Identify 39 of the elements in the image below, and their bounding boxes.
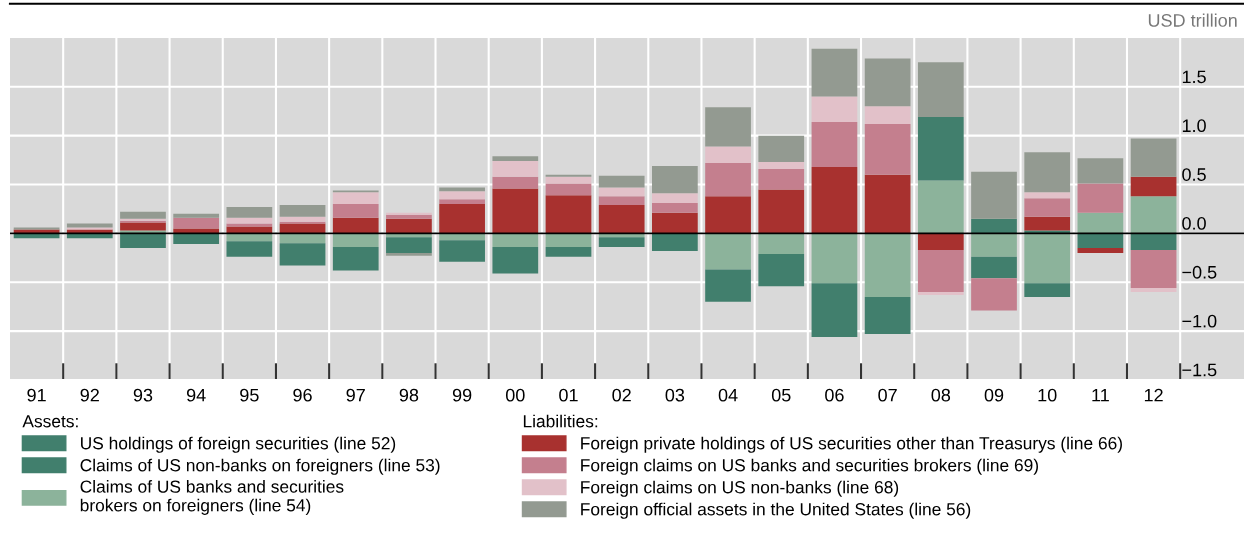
x-tick-label: 12 (1144, 388, 1163, 402)
x-tick-label: 10 (1038, 388, 1057, 402)
y-tick-label: 0.5 (1182, 168, 1206, 181)
y-tick-label: 0.0 (1182, 217, 1206, 230)
legend-label: Foreign private holdings of US securities other than Treasurys (line 66) (581, 436, 1122, 453)
y-tick-label: 1.0 (1182, 119, 1206, 133)
x-tick-label: 02 (612, 388, 631, 402)
y-tick-label: −0.5 (1182, 265, 1217, 279)
y-tick-label: −1.5 (1182, 363, 1217, 377)
x-tick-label: 09 (984, 388, 1004, 402)
legend-label: Foreign official assets in the United States (line 56) (581, 502, 971, 519)
x-tick-label: 08 (931, 388, 951, 402)
x-tick-label: 03 (665, 388, 685, 402)
x-tick-label: 91 (27, 388, 46, 402)
x-tick-label: 94 (186, 388, 206, 402)
x-tick-label: 98 (399, 388, 419, 402)
y-tick-label: 1.5 (1182, 70, 1206, 84)
legend-label: Claims of US non-banks on foreigners (line 53) (80, 458, 440, 475)
x-tick-label: 93 (133, 388, 153, 402)
text: Liabilities: (523, 414, 598, 428)
x-tick-label: 92 (80, 388, 99, 402)
legend-label: Foreign claims on US banks and securities brokers (line 69) (581, 458, 1038, 475)
x-tick-label: 99 (452, 388, 472, 402)
x-tick-label: 01 (559, 388, 578, 402)
x-tick-label: 95 (240, 388, 259, 402)
x-tick-label: 96 (293, 388, 312, 402)
y-axis-title: USD trillion (1148, 13, 1237, 27)
y-tick-label: −1.0 (1182, 314, 1217, 328)
x-tick-label: 11 (1092, 388, 1109, 402)
legend-label: Foreign claims on US non-banks (line 68) (581, 480, 899, 497)
x-tick-label: 00 (505, 388, 525, 402)
x-tick-label: 97 (346, 388, 365, 402)
x-tick-label: 06 (825, 388, 844, 402)
text: Assets: (22, 415, 78, 428)
legend-label: US holdings of foreign securities (line 52) (81, 436, 396, 453)
legend-label: Claims of US banks and securities brokers on foreigners (line 54) (80, 480, 344, 515)
x-tick-label: 07 (878, 388, 897, 402)
x-tick-label: 04 (718, 388, 738, 402)
x-tick-label: 05 (771, 388, 791, 402)
